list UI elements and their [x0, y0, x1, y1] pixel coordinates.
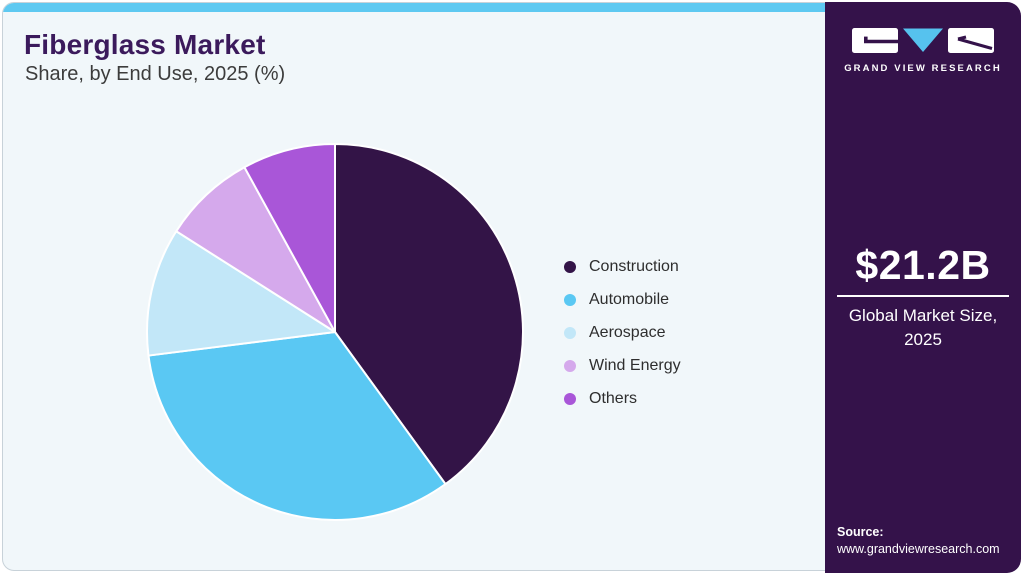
legend-item-automobile: Automobile: [564, 283, 681, 316]
legend-bullet-construction: [564, 260, 576, 273]
pie-svg: [146, 143, 524, 521]
source-block: Source: www.grandviewresearch.com: [837, 525, 1000, 556]
legend-item-others: Others: [564, 382, 681, 415]
legend-item-aerospace: Aerospace: [564, 316, 681, 349]
market-size-label-line1: Global Market Size,: [848, 306, 998, 325]
market-size-block: $21.2B Global Market Size, 2025: [825, 242, 1021, 352]
gvr-logo: [852, 28, 994, 54]
market-size-value: $21.2B: [855, 242, 991, 288]
legend-bullet-others: [564, 392, 576, 405]
market-size-label-line2: 2025: [904, 330, 942, 349]
gvr-logo-svg: [852, 28, 994, 53]
pie-slice-wind-energy: [175, 166, 336, 333]
chart-title: Fiberglass Market: [24, 29, 266, 60]
logo-r-tile: [948, 28, 994, 53]
legend-item-construction: Construction: [564, 250, 681, 283]
legend-label-automobile: Automobile: [589, 290, 670, 308]
logo-r-glyph: [957, 37, 993, 50]
legend-label-others: Others: [589, 389, 638, 407]
logo-r-glyph-tick: [957, 35, 967, 41]
legend-label-wind-energy: Wind Energy: [589, 356, 681, 374]
legend-bullet-wind-energy: [564, 359, 576, 372]
legend-bullet-aerospace: [564, 326, 576, 339]
brand-name: GRAND VIEW RESEARCH: [844, 63, 1002, 74]
legend-item-wind-energy: Wind Energy: [564, 349, 681, 382]
source-label: Source:: [837, 525, 884, 539]
legend-label-aerospace: Aerospace: [589, 323, 666, 341]
pie-slice-aerospace: [146, 230, 336, 357]
legend: Construction Automobile Aerospace Wind E…: [564, 250, 681, 415]
top-accent-bar: [3, 3, 1013, 12]
legend-bullet-automobile: [564, 293, 576, 306]
pie-slice-construction: [334, 143, 524, 486]
source-url: www.grandviewresearch.com: [837, 542, 1000, 556]
pie-slice-automobile: [147, 331, 447, 521]
brand-sidebar: GRAND VIEW RESEARCH $21.2B Global Market…: [825, 2, 1021, 573]
chart-subtitle: Share, by End Use, 2025 (%): [25, 63, 286, 85]
pie-slice-others: [243, 143, 336, 333]
market-size-label: Global Market Size, 2025: [825, 304, 1021, 352]
divider-line: [837, 295, 1009, 297]
legend-label-construction: Construction: [589, 257, 679, 275]
pie-chart: [145, 142, 525, 522]
logo-v-triangle: [903, 28, 943, 52]
